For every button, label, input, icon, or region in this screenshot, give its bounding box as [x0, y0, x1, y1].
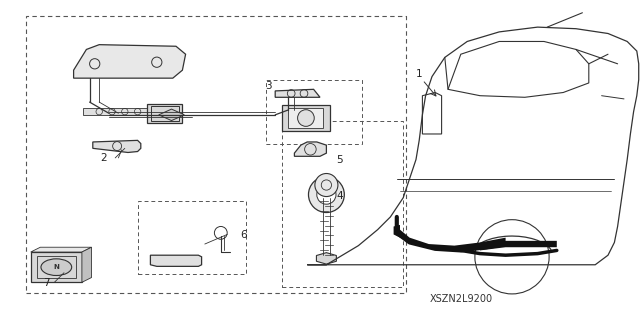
- Circle shape: [317, 185, 336, 204]
- Text: 3: 3: [266, 81, 272, 91]
- Polygon shape: [83, 108, 147, 115]
- Bar: [31, 252, 82, 282]
- Text: 2: 2: [100, 153, 107, 163]
- Bar: [151, 106, 179, 121]
- Polygon shape: [394, 225, 506, 252]
- Text: N: N: [53, 264, 60, 270]
- Polygon shape: [74, 45, 186, 78]
- Polygon shape: [159, 109, 184, 121]
- Circle shape: [308, 177, 344, 212]
- Bar: [282, 105, 330, 131]
- Text: XSZN2L9200: XSZN2L9200: [429, 294, 492, 304]
- Polygon shape: [294, 142, 326, 156]
- Text: 6: 6: [240, 230, 246, 240]
- Polygon shape: [316, 253, 337, 264]
- Polygon shape: [150, 255, 202, 266]
- Ellipse shape: [41, 259, 72, 276]
- Polygon shape: [82, 247, 92, 282]
- Polygon shape: [480, 241, 557, 250]
- Polygon shape: [93, 140, 141, 152]
- Text: 1: 1: [416, 69, 422, 78]
- Polygon shape: [31, 247, 92, 252]
- Bar: [288, 108, 323, 128]
- Circle shape: [298, 110, 314, 126]
- Circle shape: [315, 174, 338, 197]
- Text: 7: 7: [44, 278, 50, 288]
- Text: 4: 4: [336, 191, 342, 201]
- Text: 5: 5: [336, 155, 342, 165]
- Bar: [147, 104, 182, 123]
- Polygon shape: [275, 89, 320, 97]
- Bar: [37, 256, 76, 278]
